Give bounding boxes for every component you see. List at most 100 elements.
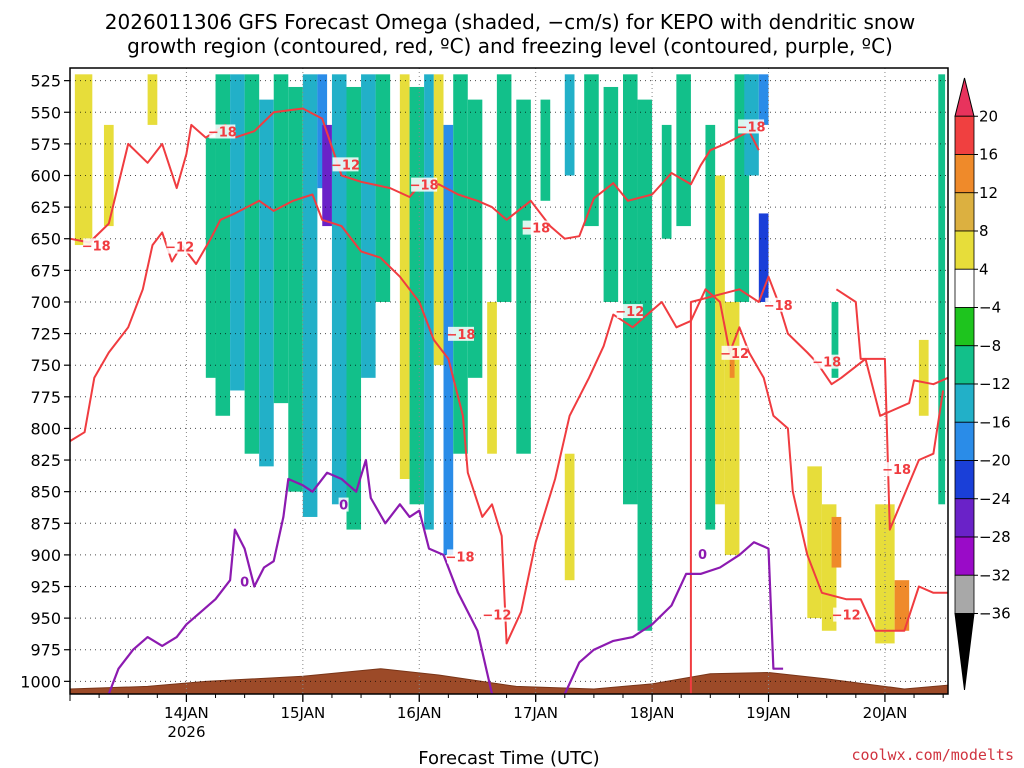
omega-cell bbox=[409, 86, 425, 505]
colorbar-bottom-arrow bbox=[954, 613, 975, 691]
y-tick-label: 1000 bbox=[20, 672, 61, 691]
colorbar-label: −32 bbox=[979, 566, 1011, 584]
y-tick-label: 725 bbox=[30, 325, 61, 344]
omega-cell bbox=[540, 99, 551, 201]
y-tick-label: 550 bbox=[30, 103, 61, 122]
contour-label-bg bbox=[239, 574, 250, 589]
omega-cell bbox=[433, 74, 444, 366]
colorbar-swatch bbox=[954, 460, 975, 500]
contour-label-bg bbox=[447, 549, 474, 564]
colorbar-swatch bbox=[954, 115, 975, 155]
omega-cell bbox=[322, 124, 332, 227]
terrain-layer bbox=[69, 668, 949, 695]
contour-label-bg bbox=[833, 607, 860, 622]
contour-label-bg bbox=[483, 607, 510, 622]
colorbar-label: −4 bbox=[979, 299, 1001, 317]
omega-cell bbox=[288, 86, 303, 492]
colorbar-label: −28 bbox=[979, 528, 1011, 546]
omega-cell bbox=[564, 453, 575, 581]
dgz-contour-segment bbox=[835, 288, 945, 531]
colorbar-swatch bbox=[954, 345, 975, 385]
y-tick-label: 975 bbox=[30, 641, 61, 660]
omega-cell bbox=[729, 352, 735, 378]
plot-area: −18 −12 −18 −12 −18 −18 −18 −12 −18 −12 −18 −18 −18 −… bbox=[69, 67, 949, 695]
contour-label: −18 bbox=[446, 550, 475, 565]
y-tick-label: 950 bbox=[30, 609, 61, 628]
omega-cell bbox=[831, 516, 842, 568]
colorbar-label: 16 bbox=[979, 146, 998, 164]
contour-label: −12 bbox=[720, 347, 749, 362]
y-tick-label: 825 bbox=[30, 451, 61, 470]
colorbar: 20 16 12 8 4 −4 −8 −12 −16 −20 −24 −28 −32 −36 bbox=[954, 77, 1011, 691]
contour-label: −18 bbox=[812, 356, 841, 371]
contour-label: −18 bbox=[882, 463, 911, 478]
y-tick-label: 700 bbox=[30, 293, 61, 312]
contour-label: −18 bbox=[764, 299, 793, 314]
colorbar-swatch bbox=[954, 307, 975, 347]
omega-cell bbox=[259, 99, 274, 467]
chart-title-line-1: 2026011306 GFS Forecast Omega (shaded, −… bbox=[105, 10, 915, 34]
contour-label-bg bbox=[209, 124, 236, 139]
y-tick-label: 925 bbox=[30, 578, 61, 597]
y-tick-label: 750 bbox=[30, 356, 61, 375]
contour-label-bg bbox=[765, 297, 792, 312]
colorbar-swatch bbox=[954, 574, 975, 614]
omega-cell bbox=[424, 74, 434, 530]
omega-cell bbox=[918, 339, 929, 416]
colorbar-swatch bbox=[954, 268, 975, 308]
contour-label: −18 bbox=[410, 179, 439, 194]
omega-cell bbox=[273, 74, 289, 404]
contour-label-bg bbox=[616, 304, 643, 319]
freezing-level-contour bbox=[563, 541, 784, 695]
omega-cell bbox=[807, 466, 822, 619]
omega-cell bbox=[758, 74, 769, 125]
contour-label-bg bbox=[697, 546, 708, 561]
contour-labels: −18 −12 −18 −12 −18 −18 −18 −12 −18 −12 −18 −18 −18 −… bbox=[82, 119, 911, 624]
credit-link[interactable]: coolwx.com/modelts bbox=[851, 746, 1014, 764]
x-tick-label: 17JAN bbox=[513, 704, 558, 722]
colorbar-label: −12 bbox=[979, 375, 1011, 393]
omega-cell bbox=[496, 74, 512, 302]
y-tick-label: 850 bbox=[30, 483, 61, 502]
contour-label: −12 bbox=[165, 241, 194, 256]
omega-cell bbox=[637, 99, 653, 631]
contour-label: −18 bbox=[521, 222, 550, 237]
y-tick-label: 525 bbox=[30, 72, 61, 91]
colorbar-label: −36 bbox=[979, 605, 1011, 623]
x-tick-label: 20JAN bbox=[863, 704, 908, 722]
omega-cell bbox=[147, 74, 158, 125]
omega-cell bbox=[661, 124, 672, 239]
colorbar-label: −8 bbox=[979, 337, 1001, 355]
colorbar-label: −20 bbox=[979, 452, 1011, 470]
contour-label-bg bbox=[447, 326, 474, 341]
contour-label: −12 bbox=[331, 158, 360, 173]
contour-label: −12 bbox=[832, 609, 861, 624]
contour-label-bg bbox=[332, 157, 359, 172]
x-tick-label: 19JAN bbox=[746, 704, 791, 722]
y-tick-label: 600 bbox=[30, 166, 61, 185]
contour-label: −18 bbox=[737, 120, 766, 135]
colorbar-label: 4 bbox=[979, 260, 989, 278]
y-tick-label: 650 bbox=[30, 230, 61, 249]
colorbar-label: 20 bbox=[979, 107, 998, 125]
omega-cell bbox=[875, 504, 895, 644]
omega-cell bbox=[758, 213, 769, 302]
colorbar-swatch bbox=[954, 383, 975, 423]
x-tick-sublabel: 2026 bbox=[167, 723, 205, 741]
omega-shading bbox=[74, 74, 946, 644]
omega-cell bbox=[676, 74, 691, 227]
contour-label: −18 bbox=[208, 125, 237, 140]
colorbar-swatch bbox=[954, 154, 975, 194]
omega-cell bbox=[302, 74, 318, 517]
omega-cell bbox=[399, 74, 410, 480]
colorbar-swatch bbox=[954, 498, 975, 538]
omega-cell bbox=[346, 86, 362, 530]
y-tick-label: 775 bbox=[30, 388, 61, 407]
contour-label-bg bbox=[813, 354, 840, 369]
omega-cell bbox=[831, 301, 839, 378]
y-tick-label: 800 bbox=[30, 419, 61, 438]
contour-label: −18 bbox=[82, 239, 111, 254]
omega-cell bbox=[230, 74, 245, 391]
